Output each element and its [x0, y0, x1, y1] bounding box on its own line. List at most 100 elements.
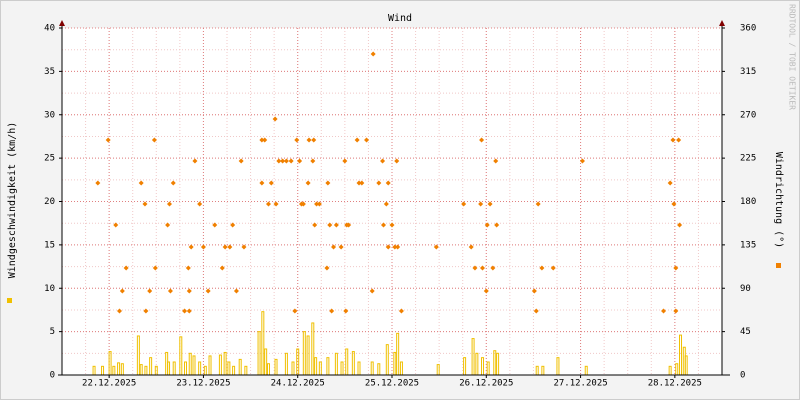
- direction-point: [346, 222, 352, 228]
- direction-point: [327, 222, 333, 228]
- direction-point: [343, 308, 349, 314]
- direction-point: [170, 180, 176, 186]
- direction-point: [535, 201, 541, 207]
- direction-point: [268, 180, 274, 186]
- y-tick-label: 5: [50, 327, 55, 337]
- direction-point: [389, 222, 395, 228]
- side-text: RRDTOOL / TOBI OETIKER: [788, 4, 797, 110]
- y2-tick-label: 90: [740, 284, 751, 294]
- y2-tick-label: 180: [740, 197, 756, 207]
- direction-point: [494, 222, 500, 228]
- direction-point: [305, 180, 311, 186]
- direction-point: [490, 265, 496, 271]
- legend-swatch: [7, 298, 12, 303]
- direction-point: [117, 308, 123, 314]
- direction-point: [661, 308, 667, 314]
- direction-point: [188, 244, 194, 250]
- direction-point: [265, 201, 271, 207]
- direction-point: [579, 158, 585, 164]
- direction-point: [333, 222, 339, 228]
- direction-point: [200, 244, 206, 250]
- direction-point: [395, 244, 401, 250]
- y-tick-label: 25: [44, 154, 55, 164]
- direction-point: [311, 137, 317, 143]
- y-tick-label: 30: [44, 110, 55, 120]
- direction-point: [212, 222, 218, 228]
- direction-point: [670, 137, 676, 143]
- direction-point: [484, 222, 490, 228]
- direction-point: [123, 265, 129, 271]
- direction-point: [138, 180, 144, 186]
- x-tick-label: 23.12.2025: [176, 379, 230, 389]
- direction-point: [316, 201, 322, 207]
- direction-point: [383, 201, 389, 207]
- direction-point: [95, 180, 101, 186]
- direction-point: [147, 288, 153, 294]
- y2-tick-label: 45: [740, 327, 751, 337]
- y2-tick-label: 270: [740, 110, 756, 120]
- y-tick-label: 35: [44, 67, 55, 77]
- x-tick-label: 25.12.2025: [365, 379, 419, 389]
- direction-point: [539, 265, 545, 271]
- direction-point: [143, 308, 149, 314]
- direction-point: [297, 158, 303, 164]
- direction-point: [205, 288, 211, 294]
- direction-point: [262, 137, 268, 143]
- direction-point: [219, 265, 225, 271]
- y2-tick-label: 0: [740, 371, 745, 381]
- direction-point: [238, 158, 244, 164]
- direction-point: [671, 201, 677, 207]
- direction-point: [433, 244, 439, 250]
- direction-point: [325, 180, 331, 186]
- direction-point: [478, 201, 484, 207]
- direction-point: [487, 201, 493, 207]
- y-tick-label: 0: [50, 371, 55, 381]
- direction-point: [398, 308, 404, 314]
- direction-point: [329, 308, 335, 314]
- direction-point: [324, 265, 330, 271]
- y2-tick-label: 360: [740, 24, 756, 34]
- direction-point: [356, 180, 362, 186]
- direction-point: [288, 158, 294, 164]
- direction-point: [167, 288, 173, 294]
- direction-point: [105, 137, 111, 143]
- direction-point: [119, 288, 125, 294]
- y-tick-label: 15: [44, 240, 55, 250]
- direction-point: [392, 244, 398, 250]
- direction-point: [166, 201, 172, 207]
- direction-point: [483, 288, 489, 294]
- direction-point: [151, 137, 157, 143]
- direction-point: [312, 222, 318, 228]
- direction-point: [259, 137, 265, 143]
- direction-point: [381, 222, 387, 228]
- direction-point: [241, 244, 247, 250]
- x-tick-label: 27.12.2025: [553, 379, 607, 389]
- direction-point: [364, 137, 370, 143]
- direction-point: [338, 244, 344, 250]
- direction-point: [550, 265, 556, 271]
- direction-point: [283, 158, 289, 164]
- direction-point: [306, 137, 312, 143]
- x-tick-label: 24.12.2025: [271, 379, 325, 389]
- direction-point: [394, 158, 400, 164]
- direction-point: [673, 265, 679, 271]
- direction-point: [472, 265, 478, 271]
- direction-point: [533, 308, 539, 314]
- y2-tick-label: 135: [740, 240, 756, 250]
- y2-tick-label: 225: [740, 154, 756, 164]
- y-tick-label: 20: [44, 197, 55, 207]
- direction-point: [531, 288, 537, 294]
- direction-point: [233, 288, 239, 294]
- direction-point: [468, 244, 474, 250]
- direction-point: [113, 222, 119, 228]
- direction-point: [354, 137, 360, 143]
- y-tick-label: 10: [44, 284, 55, 294]
- x-tick-label: 28.12.2025: [648, 379, 702, 389]
- direction-point: [192, 158, 198, 164]
- direction-point: [369, 288, 375, 294]
- direction-point: [676, 137, 682, 143]
- direction-point: [461, 201, 467, 207]
- direction-point: [230, 222, 236, 228]
